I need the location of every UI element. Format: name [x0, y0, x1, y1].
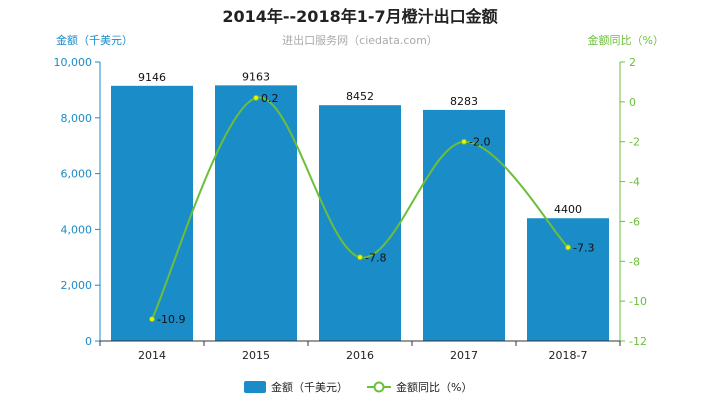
- x-tick-label: 2017: [450, 349, 478, 362]
- legend-bar-label: 金额（千美元）: [271, 380, 348, 394]
- left-tick-label: 0: [85, 335, 92, 348]
- yoy-value-label: -7.3: [573, 241, 594, 254]
- left-tick-label: 6,000: [61, 168, 93, 181]
- bar-value-label: 8452: [346, 90, 374, 103]
- right-tick-label: -10: [629, 295, 647, 308]
- yoy-point: [149, 316, 155, 323]
- legend-line-label: 金额同比（%）: [396, 380, 472, 394]
- bar-value-label: 8283: [450, 95, 478, 108]
- left-tick-label: 8,000: [61, 112, 93, 125]
- bar: [423, 109, 505, 341]
- bar-value-label: 4400: [554, 203, 582, 216]
- left-tick-label: 4,000: [61, 223, 93, 236]
- yoy-line: [151, 96, 569, 320]
- yoy-value-label: -2.0: [469, 136, 490, 149]
- yoy-point: [461, 138, 467, 145]
- left-axis-title: 金额（千美元）: [56, 33, 133, 47]
- x-tick-label: 2015: [242, 349, 270, 362]
- yoy-point: [357, 254, 363, 261]
- bar-value-label: 9163: [242, 70, 270, 83]
- right-tick-label: -6: [629, 215, 640, 228]
- bar: [527, 218, 609, 341]
- right-tick-label: -2: [629, 136, 640, 149]
- yoy-point: [565, 244, 571, 251]
- yoy-value-label: 0.2: [261, 92, 279, 105]
- right-tick-label: -12: [629, 335, 647, 348]
- right-tick-label: -8: [629, 255, 640, 268]
- legend-bar-swatch: [244, 381, 266, 393]
- right-tick-label: 0: [629, 96, 636, 109]
- yoy-point: [253, 94, 259, 101]
- x-tick-label: 2016: [346, 349, 374, 362]
- legend-line-marker: [373, 381, 385, 393]
- bar: [319, 105, 401, 341]
- left-tick-label: 2,000: [61, 279, 93, 292]
- legend: 金额（千美元） 金额同比（%）: [244, 380, 472, 394]
- bar: [111, 85, 193, 341]
- yoy-value-label: -10.9: [157, 313, 185, 326]
- x-tick-label: 2014: [138, 349, 166, 362]
- bar-value-label: 9146: [138, 71, 166, 84]
- right-axis-title: 金额同比（%）: [588, 33, 664, 47]
- yoy-value-label: -7.8: [365, 251, 386, 264]
- right-tick-label: -4: [629, 176, 640, 189]
- right-tick-label: 2: [629, 56, 636, 69]
- chart-subtitle: 进出口服务网（ciedata.com）: [282, 33, 438, 47]
- x-tick-label: 2018-7: [549, 349, 588, 362]
- left-tick-label: 10,000: [54, 56, 93, 69]
- chart-title: 2014年--2018年1-7月橙汁出口金额: [222, 7, 497, 26]
- plot-area: 0 2,000 4,000 6,000 8,000 10,000 -12 -10 -8 -6 -4 -…: [54, 56, 647, 362]
